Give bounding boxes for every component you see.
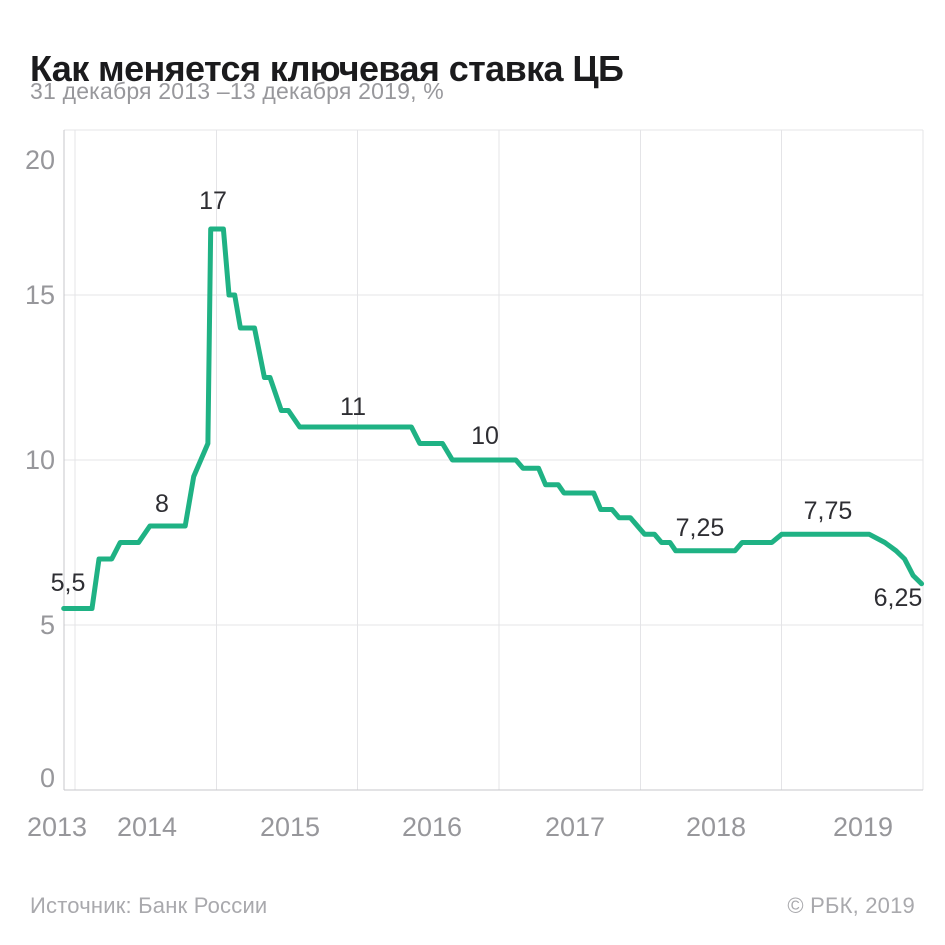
data-point-label: 7,75 bbox=[804, 497, 853, 525]
source-label: Источник: Банк России bbox=[30, 893, 268, 918]
data-point-label: 6,25 bbox=[874, 584, 923, 612]
data-point-label: 5,5 bbox=[51, 569, 86, 597]
data-point-label: 10 bbox=[471, 422, 499, 450]
key-rate-series-line bbox=[61, 226, 925, 611]
y-axis-tick-label: 15 bbox=[25, 280, 55, 310]
x-axis-tick-label: 2019 bbox=[833, 812, 893, 842]
y-axis-tick-label: 10 bbox=[25, 445, 55, 475]
page-subtitle: 31 декабря 2013 –13 декабря 2019, % bbox=[30, 78, 444, 104]
x-axis-tick-label: 2017 bbox=[545, 812, 605, 842]
data-point-label: 11 bbox=[340, 393, 366, 421]
x-axis-tick-label: 2016 bbox=[402, 812, 462, 842]
x-axis-tick-label: 2018 bbox=[686, 812, 746, 842]
x-axis-tick-label: 2014 bbox=[117, 812, 177, 842]
y-axis-tick-label: 0 bbox=[40, 763, 55, 793]
x-axis-tick-label: 2015 bbox=[260, 812, 320, 842]
page-title: Как меняется ключевая ставка ЦБ bbox=[30, 48, 624, 90]
y-axis-tick-label: 5 bbox=[40, 610, 55, 640]
data-point-label: 8 bbox=[155, 490, 169, 518]
data-point-label: 17 bbox=[199, 187, 227, 215]
chart-footer: Источник: Банк России © РБК, 2019 bbox=[30, 893, 915, 919]
data-point-label: 7,25 bbox=[676, 514, 725, 542]
x-axis-tick-label: 2013 bbox=[27, 812, 87, 842]
y-axis-tick-label: 20 bbox=[25, 145, 55, 175]
copyright-label: © РБК, 2019 bbox=[787, 893, 915, 918]
